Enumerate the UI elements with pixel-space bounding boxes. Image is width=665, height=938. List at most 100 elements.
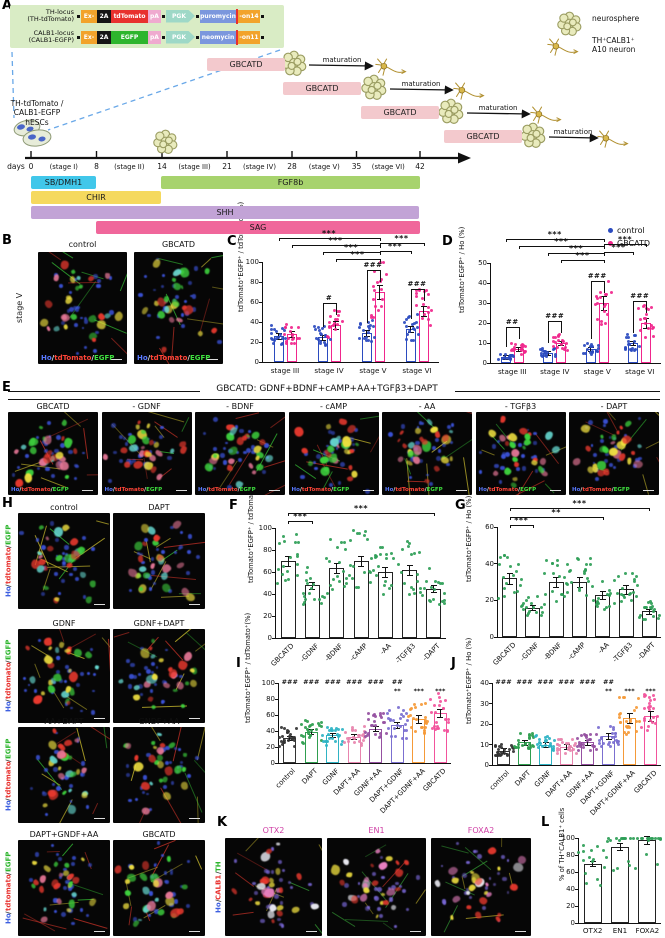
data-dot (596, 878, 600, 882)
data-dot (620, 599, 624, 603)
data-dot (619, 592, 623, 596)
nucleus-blob (59, 875, 63, 880)
data-dot (297, 336, 301, 340)
cell-blob (338, 417, 349, 426)
nucleus-blob (73, 567, 78, 572)
image-label: control (50, 503, 78, 512)
sig-line (433, 513, 435, 516)
nucleus-blob (377, 886, 382, 892)
cell-blob (123, 888, 132, 897)
data-dot (333, 728, 337, 732)
stage-label: (stage VI) (371, 163, 405, 171)
scale-bar (111, 358, 122, 360)
data-dot (294, 532, 298, 536)
data-dot (629, 836, 633, 840)
sig-line (509, 517, 603, 518)
data-dot (438, 699, 442, 703)
nucleus-blob (125, 764, 130, 768)
cell-blob (179, 285, 184, 290)
nucleus-blob (52, 783, 56, 786)
data-dot (442, 728, 446, 732)
data-dot (652, 607, 656, 611)
construct-segment: -on14 (238, 9, 260, 23)
data-dot (589, 344, 593, 348)
data-dot (411, 339, 415, 343)
data-dot (503, 356, 507, 360)
sig-bracket (505, 327, 519, 328)
data-dot (355, 532, 359, 536)
data-dot (586, 576, 590, 580)
nucleus-blob (187, 859, 190, 863)
scale-bar (94, 817, 105, 819)
data-dot (648, 701, 652, 705)
cell-blob (403, 859, 409, 866)
data-dot (276, 582, 280, 586)
data-dot (575, 556, 579, 560)
error-cap (515, 346, 522, 348)
bar (353, 561, 369, 638)
neurite-streak (75, 728, 86, 762)
sig-label: *** (435, 687, 446, 695)
nucleus-blob (153, 863, 157, 867)
cell-blob (291, 906, 301, 915)
nucleus-blob (222, 460, 228, 465)
nucleus-blob (337, 481, 342, 485)
data-dot (281, 336, 285, 340)
data-dot (329, 583, 333, 587)
cell-blob (112, 310, 125, 322)
data-dot (575, 744, 579, 748)
neurite-streak (370, 434, 379, 453)
data-dot (527, 746, 531, 750)
data-dot (390, 551, 394, 555)
data-dot (516, 738, 520, 742)
nucleus-blob (175, 294, 180, 300)
data-dot (548, 744, 552, 748)
sig-label: ### (367, 678, 384, 686)
sig-line (379, 251, 411, 252)
data-dot (299, 733, 303, 737)
nucleus-blob (132, 458, 136, 463)
nucleus-blob (130, 662, 135, 667)
cell-blob (54, 647, 60, 654)
rotated-label: stage V (15, 292, 24, 324)
data-dot (635, 574, 639, 578)
a10-neuron-icon (453, 82, 485, 100)
cell-blob (156, 908, 166, 918)
nucleus-blob (19, 530, 25, 536)
y-tick (259, 321, 263, 323)
nucleus-blob (165, 880, 170, 885)
data-dot (330, 728, 334, 732)
sig-bracket (366, 270, 368, 323)
nucleus-blob (602, 419, 608, 424)
data-dot (358, 323, 362, 327)
data-dot (521, 345, 525, 349)
data-dot (368, 326, 372, 330)
data-dot (604, 605, 608, 609)
x-category-label: -GDNF (518, 641, 541, 663)
nucleus-blob (469, 896, 472, 899)
data-dot (340, 740, 344, 743)
data-dot (365, 537, 369, 541)
data-dot (653, 697, 657, 701)
cell-blob (53, 596, 60, 602)
nucleus-blob (81, 535, 87, 541)
data-dot (313, 324, 317, 328)
error-bar (410, 325, 411, 333)
data-dot (546, 735, 550, 739)
cell-blob (385, 888, 396, 898)
data-dot (413, 321, 417, 325)
data-dot (275, 330, 279, 334)
scale-bar (456, 489, 467, 491)
data-dot (385, 712, 389, 716)
cell-blob (67, 787, 73, 793)
data-dot (527, 610, 531, 614)
data-dot (433, 724, 437, 728)
data-dot (635, 719, 639, 723)
cell-blob (448, 429, 454, 435)
data-dot (634, 866, 638, 870)
nucleus-blob (195, 554, 201, 560)
maturation-arrows (308, 61, 599, 143)
data-dot (603, 866, 607, 870)
data-dot (282, 329, 286, 333)
data-dot (299, 722, 303, 726)
